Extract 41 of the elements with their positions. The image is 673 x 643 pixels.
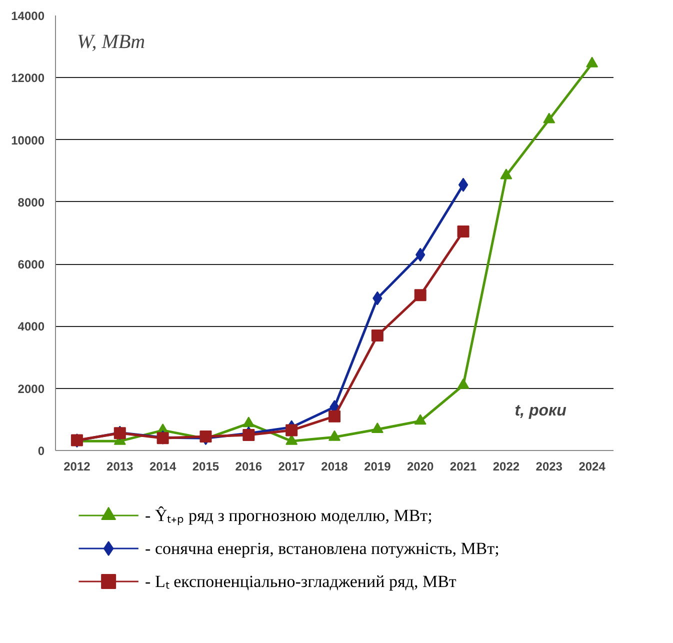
point	[543, 112, 556, 124]
x-tick-label: 2018	[321, 460, 348, 474]
x-tick-label: 2024	[578, 460, 606, 474]
point	[458, 178, 468, 192]
x-tick-label: 2021	[450, 460, 477, 474]
y-tick-label: 4000	[18, 320, 45, 334]
y-tick-label: 12000	[11, 71, 45, 86]
y-tick-label: 0	[38, 444, 45, 458]
x-tick-label: 2020	[407, 460, 434, 474]
point	[286, 424, 298, 436]
point	[500, 168, 512, 180]
x-tick-label: 2013	[106, 460, 134, 474]
legend-label: - Ŷₜ₊ₚ ряд з прогнозною моделлю, МВт;	[145, 506, 432, 526]
legend-label: - сонячна енергія, встановлена потужність, МВт;	[145, 539, 500, 558]
point	[457, 225, 470, 238]
x-axis-title: t, роки	[514, 402, 567, 420]
x-tick-label: 2023	[536, 460, 563, 474]
point	[414, 289, 426, 302]
x-tick-label: 2022	[492, 460, 520, 474]
y-axis-title: W, MBm	[76, 30, 146, 53]
point	[414, 414, 426, 425]
x-tick-label: 2015	[192, 460, 220, 474]
x-tick-label: 2019	[364, 460, 392, 474]
point	[586, 56, 598, 68]
point	[371, 422, 384, 434]
point	[371, 330, 384, 342]
y-tick-label: 6000	[18, 258, 45, 272]
legend-label: - Lₜ експоненціально-згладжений ряд, МВт	[145, 572, 457, 591]
x-tick-label: 2014	[149, 460, 176, 474]
y-tick-label: 10000	[11, 133, 45, 148]
point	[328, 410, 340, 422]
x-tick-label: 2012	[64, 460, 91, 474]
y-tick-label: 8000	[18, 195, 45, 210]
x-tick-label: 2017	[278, 460, 306, 474]
y-tick-label: 2000	[18, 382, 45, 396]
x-tick-label: 2016	[235, 460, 262, 474]
point	[242, 416, 255, 428]
point	[328, 430, 340, 441]
y-tick-label: 14000	[11, 9, 45, 23]
point	[457, 378, 470, 389]
point	[242, 428, 255, 441]
